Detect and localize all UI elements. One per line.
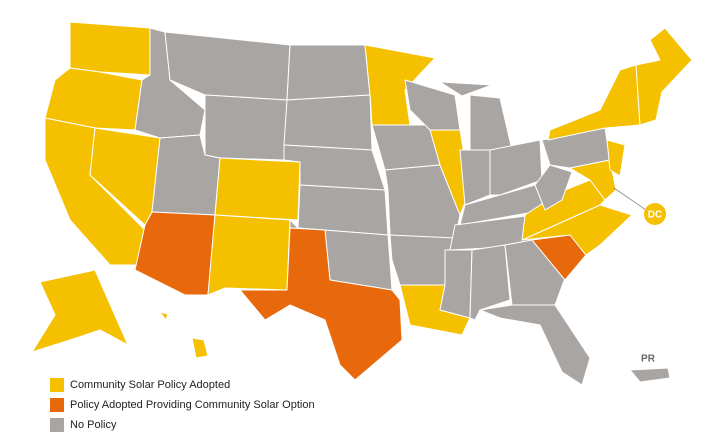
states xyxy=(31,21,693,386)
legend-swatch xyxy=(50,378,64,392)
dc-label: DC xyxy=(648,210,662,221)
state xyxy=(214,157,301,221)
state xyxy=(371,124,441,171)
state xyxy=(134,211,216,296)
state xyxy=(31,269,129,353)
state xyxy=(239,227,403,381)
state xyxy=(606,139,626,177)
legend-label: Policy Adopted Providing Community Solar… xyxy=(70,399,315,411)
legend-swatch xyxy=(50,398,64,412)
pr-label: PR xyxy=(641,354,656,365)
dc-leader xyxy=(613,187,647,211)
dc-marker xyxy=(644,203,666,225)
state xyxy=(489,139,543,196)
state xyxy=(469,94,513,151)
state xyxy=(459,149,491,206)
state xyxy=(569,159,617,201)
legend-label: No Policy xyxy=(70,419,117,431)
state xyxy=(439,249,473,319)
legend: Community Solar Policy Adopted Policy Ado… xyxy=(50,378,315,432)
state xyxy=(191,337,209,359)
legend-swatch xyxy=(50,418,64,432)
state xyxy=(159,311,169,321)
state xyxy=(629,367,671,383)
state xyxy=(479,304,591,386)
state xyxy=(547,64,641,141)
state xyxy=(207,214,291,296)
state xyxy=(69,21,151,76)
state xyxy=(286,44,371,101)
state xyxy=(283,94,373,151)
state xyxy=(297,184,389,236)
state xyxy=(504,239,566,306)
state xyxy=(439,81,493,97)
state xyxy=(534,164,573,211)
legend-label: Community Solar Policy Adopted xyxy=(70,379,230,391)
state xyxy=(44,67,143,131)
state xyxy=(164,31,291,101)
state xyxy=(635,27,693,126)
state xyxy=(204,94,288,161)
